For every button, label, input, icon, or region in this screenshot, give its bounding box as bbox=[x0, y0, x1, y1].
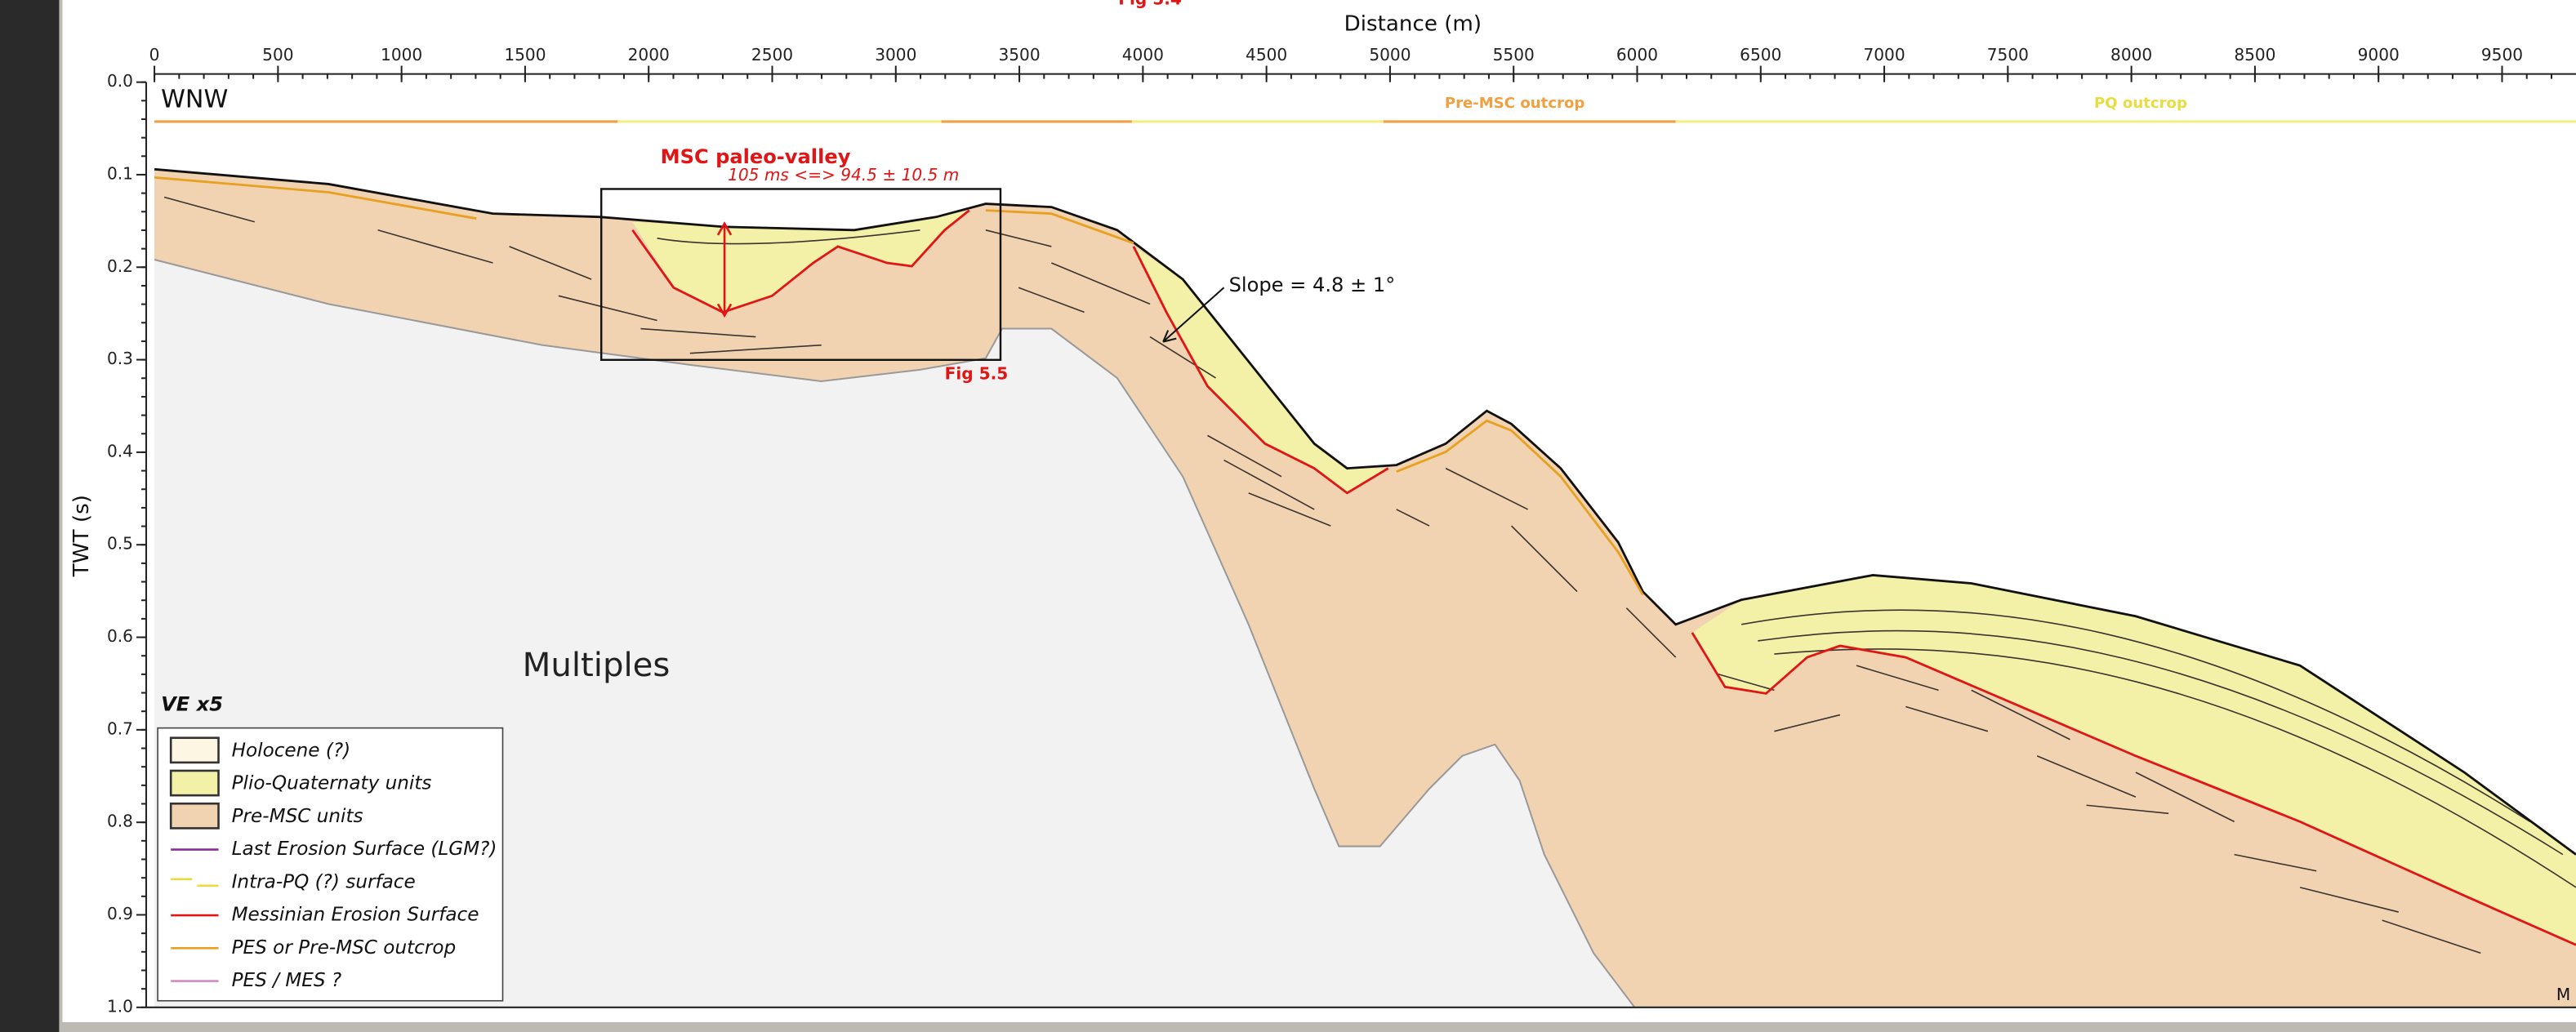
y-tick-label: 1.0 bbox=[107, 996, 133, 1016]
y-tick-label: 0.5 bbox=[107, 534, 133, 554]
legend-label: Holocene (?) bbox=[232, 740, 351, 761]
x-tick-label: 6000 bbox=[1616, 45, 1658, 64]
valley-depth: 105 ms <=> 94.5 ± 10.5 m bbox=[728, 165, 959, 185]
x-tick-label: 5000 bbox=[1369, 45, 1411, 64]
x-tick-label: 2000 bbox=[628, 45, 670, 64]
legend-label: Pre-MSC units bbox=[232, 806, 363, 827]
y-tick-label: 0.0 bbox=[107, 71, 133, 91]
x-tick-label: 3500 bbox=[998, 45, 1040, 64]
y-tick-label: 0.2 bbox=[107, 256, 133, 276]
x-tick-label: 7000 bbox=[1863, 45, 1905, 64]
outcrop-label: PQ outcrop bbox=[2094, 95, 2187, 112]
y-axis-label: TWT (s) bbox=[69, 495, 94, 577]
legend-title: VE x5 bbox=[161, 692, 223, 715]
legend-label: Plio-Quaternaty units bbox=[232, 773, 432, 794]
x-tick-label: 7500 bbox=[1987, 45, 2029, 64]
x-tick-label: 6500 bbox=[1740, 45, 1781, 64]
x-tick-label: 1000 bbox=[381, 45, 422, 64]
x-tick-label: 0 bbox=[149, 45, 160, 64]
left-frame bbox=[0, 0, 59, 1032]
x-tick-label: 5500 bbox=[1493, 45, 1535, 64]
inset-ref: Fig 5.5 bbox=[945, 363, 1009, 383]
slope-label: Slope = 4.8 ± 1° bbox=[1229, 274, 1396, 296]
x-tick-label: 9000 bbox=[2358, 45, 2400, 64]
x-tick-label: 1500 bbox=[504, 45, 546, 64]
figure-ref: Fig 5.4 bbox=[1118, 0, 1182, 9]
y-tick-label: 0.4 bbox=[107, 441, 133, 460]
y-tick-label: 0.8 bbox=[107, 812, 133, 831]
legend-label: Last Erosion Surface (LGM?) bbox=[232, 838, 497, 860]
legend-label: PES / MES ? bbox=[232, 970, 342, 991]
legend-label: Intra-PQ (?) surface bbox=[232, 871, 416, 892]
legend-label: PES or Pre-MSC outcrop bbox=[232, 937, 457, 959]
direction-label: WNW bbox=[161, 85, 228, 113]
x-tick-label: 2500 bbox=[751, 45, 793, 64]
multiples-label: Multiples bbox=[523, 647, 671, 684]
y-tick-label: 0.7 bbox=[107, 718, 133, 738]
x-tick-label: 4000 bbox=[1122, 45, 1164, 64]
legend-label: Messinian Erosion Surface bbox=[232, 905, 479, 926]
x-tick-label: 8500 bbox=[2234, 45, 2275, 64]
x-axis-label: Distance (m) bbox=[1344, 12, 1482, 37]
x-tick-label: 4500 bbox=[1246, 45, 1287, 64]
x-tick-label: 8000 bbox=[2110, 45, 2152, 64]
y-tick-label: 0.6 bbox=[107, 626, 133, 646]
y-tick-label: 0.9 bbox=[107, 904, 133, 923]
x-tick-label: 500 bbox=[262, 45, 293, 64]
corner-label: M bbox=[2556, 985, 2570, 1004]
legend-box bbox=[158, 728, 502, 1001]
x-tick-label: 3000 bbox=[875, 45, 916, 64]
y-tick-label: 0.3 bbox=[107, 349, 133, 368]
figure: Fig 5.4 Distance (m) TWT (s) WNW Pre-MSC… bbox=[0, 0, 2576, 1032]
y-tick-label: 0.1 bbox=[107, 163, 133, 183]
outcrop-label: Pre-MSC outcrop bbox=[1445, 95, 1585, 112]
x-tick-label: 9500 bbox=[2481, 45, 2523, 64]
